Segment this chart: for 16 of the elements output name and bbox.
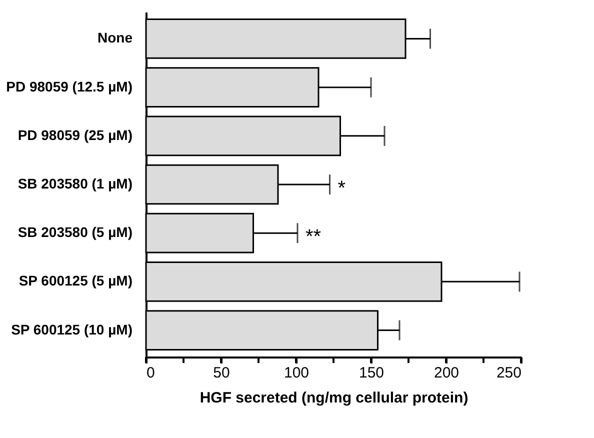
y-tick-label: SP 600125 (5 µM) xyxy=(18,272,132,289)
x-tick-label: 0 xyxy=(146,364,155,382)
y-tick-label: None xyxy=(98,30,133,46)
y-tick-label: PD 98059 (12.5 µM) xyxy=(6,78,132,94)
annotation: ** xyxy=(306,226,322,248)
y-tick-label: PD 98059 (25 µM) xyxy=(18,126,132,143)
x-tick-label: 100 xyxy=(284,364,310,382)
annotation: * xyxy=(338,178,346,200)
x-axis-title: HGF secreted (ng/mg cellular protein) xyxy=(200,390,468,406)
x-tick-label: 150 xyxy=(358,364,384,382)
x-tick-label: 50 xyxy=(213,364,230,382)
y-tick-label: SB 203580 (5 µM) xyxy=(18,224,132,240)
y-tick-label: SB 203580 (1 µM) xyxy=(18,176,132,192)
x-tick-label: 250 xyxy=(496,364,522,382)
x-tick-label: 200 xyxy=(434,364,460,382)
y-tick-label: SP 600125 (10 µM) xyxy=(11,321,132,338)
